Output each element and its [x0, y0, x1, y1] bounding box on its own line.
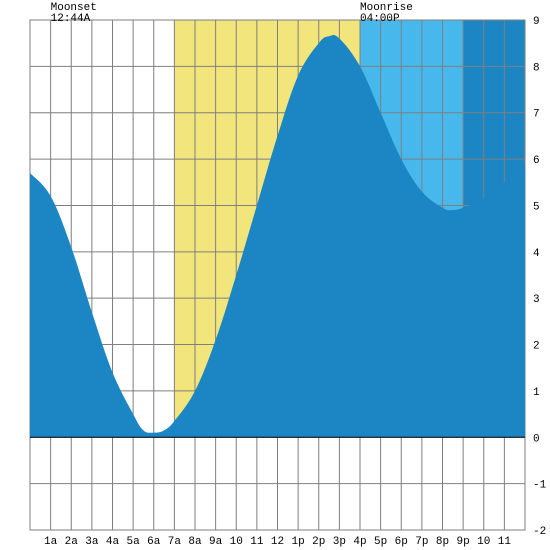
x-tick-label: 10 [230, 536, 243, 548]
x-tick-label: 4a [106, 536, 120, 548]
x-tick-label: 4p [353, 536, 366, 548]
x-tick-label: 7p [415, 536, 428, 548]
y-tick-label: 5 [533, 201, 540, 213]
y-tick-label: 7 [533, 109, 540, 121]
x-tick-label: 8a [188, 536, 202, 548]
x-tick-label: 12 [271, 536, 284, 548]
annotation-time: 04:00P [360, 13, 400, 25]
y-tick-label: 3 [533, 294, 540, 306]
x-tick-label: 2a [65, 536, 79, 548]
y-tick-label: 4 [533, 248, 540, 260]
x-tick-label: 3a [85, 536, 99, 548]
y-tick-label: 9 [533, 16, 540, 28]
x-tick-label: 6p [395, 536, 408, 548]
x-tick-label: 5p [374, 536, 387, 548]
y-tick-label: 2 [533, 341, 540, 353]
x-tick-label: 1a [44, 536, 58, 548]
x-tick-label: 2p [312, 536, 325, 548]
y-tick-label: -2 [533, 526, 546, 538]
x-tick-label: 1p [292, 536, 305, 548]
x-tick-label: 5a [127, 536, 141, 548]
x-tick-label: 6a [147, 536, 161, 548]
y-tick-label: 8 [533, 62, 540, 74]
y-tick-label: -1 [533, 480, 547, 492]
x-tick-label: 11 [250, 536, 264, 548]
y-tick-label: 6 [533, 155, 540, 167]
x-tick-label: 9p [457, 536, 470, 548]
y-tick-label: 0 [533, 433, 540, 445]
x-tick-label: 11 [498, 536, 512, 548]
x-tick-label: 7a [168, 536, 182, 548]
tide-chart: -2-101234567891a2a3a4a5a6a7a8a9a1011121p… [0, 0, 550, 550]
x-tick-label: 10 [477, 536, 490, 548]
x-tick-label: 3p [333, 536, 346, 548]
x-tick-label: 9a [209, 536, 223, 548]
x-tick-label: 8p [436, 536, 449, 548]
y-tick-label: 1 [533, 387, 540, 399]
chart-svg: -2-101234567891a2a3a4a5a6a7a8a9a1011121p… [0, 0, 550, 550]
annotation-time: 12:44A [51, 13, 91, 25]
